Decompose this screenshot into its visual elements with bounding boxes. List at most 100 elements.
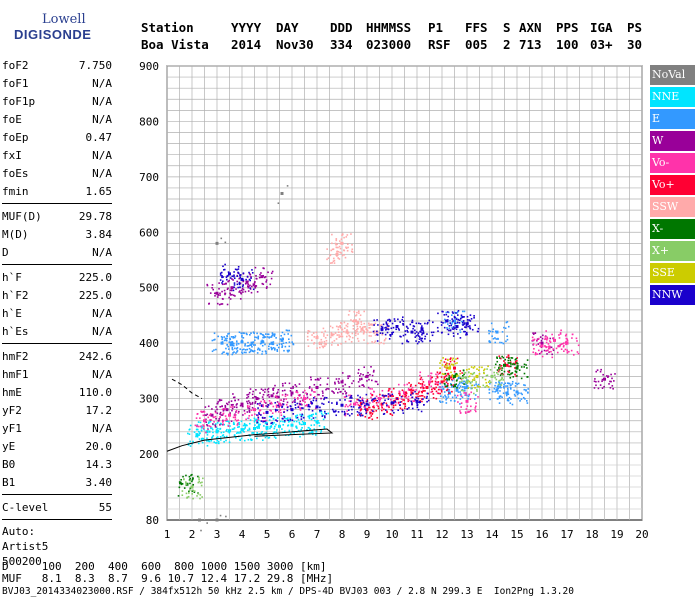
echo-dot-w [244,282,247,285]
echo-dot-nne [298,421,301,424]
echo-dot-x- [453,384,456,386]
echo-dot-ssw [340,333,343,336]
echo-dot-e [230,336,233,338]
echo-dot-vo- [222,412,225,415]
echo-dot-e [499,385,502,387]
echo-dot-nne [293,432,295,434]
echo-dot-nnw [459,317,462,320]
echo-dot-vo- [275,405,278,407]
echo-dot-vo- [224,408,226,410]
echo-dot-e [448,327,451,330]
echo-dot-ssw [339,240,341,242]
echo-dot-nne [273,422,275,424]
echo-dot-e [243,351,246,354]
param-separator [2,494,112,495]
echo-point-nne [240,428,244,432]
echo-dot-vo- [390,391,393,393]
echo-dot-e [498,397,501,399]
echo-dot-x- [202,477,204,480]
echo-dot-nnw [262,420,264,423]
echo-dot-w [313,383,316,386]
echo-dot-e [511,383,514,385]
echo-dot-ssw [371,341,373,343]
echo-dot-vo- [208,414,211,417]
echo-dot-ssw [336,250,339,253]
echo-dot-nnw [422,332,425,335]
echo-dot-e [243,332,245,335]
echo-dot-ssw [339,247,342,250]
echo-dot-vo- [559,333,562,335]
echo-dot-w [255,274,257,277]
echo-dot-nne [314,434,317,436]
echo-dot-w [363,366,366,369]
echo-dot-nnw [463,322,466,324]
echo-dot-vo- [460,395,463,397]
echo-dot-ssw [341,233,344,235]
echo-dot-sse [456,375,458,378]
echo-dot-w [243,409,246,412]
echo-point-x- [503,363,506,367]
echo-dot-e [461,310,464,313]
echo-dot-x- [192,477,194,479]
echo-dot-vo- [256,420,258,422]
param-value: N/A [92,325,112,338]
header-value-11: 30 [627,37,643,52]
echo-dot-nne [311,430,313,432]
echo-dot-vo- [566,349,568,351]
param-key: foF1 [2,77,29,90]
echo-dot-ssw [327,257,330,259]
echo-dot-nne [310,418,313,421]
echo-dot-e [233,351,235,353]
echo-dot-ssw [316,347,318,349]
echo-dot-e [503,326,505,329]
echo-dot-w [611,385,614,387]
echo-dot-e [267,333,270,336]
echo-dot-vo- [463,392,465,394]
echo-dot-vo- [386,405,388,408]
echo-dot-nnw [448,329,450,332]
echo-dot-x- [511,363,514,365]
echo-dot-vo- [531,339,534,342]
echo-dot-nne [237,426,239,428]
echo-dot-e [265,350,267,353]
echo-dot-nnw [267,404,270,406]
echo-dot-ssw [341,328,343,331]
echo-dot-w [543,349,546,352]
echo-dot-nne [297,418,300,421]
echo-dot-e [240,332,243,335]
echo-dot-nnw [343,410,346,413]
echo-dot-e [511,403,514,406]
echo-dot-w [277,395,280,398]
echo-dot-x- [196,495,198,497]
echo-dot-x- [472,372,475,375]
echo-dot-x- [504,358,507,361]
echo-dot-nnw [383,401,385,404]
echo-dot-e [450,399,452,402]
echo-dot-x- [473,371,476,374]
echo-dot-ssw [345,236,348,238]
echo-dot-x- [185,492,188,495]
echo-dot-nnw [414,390,416,393]
echo-dot-w [276,401,279,403]
echo-dot-vo- [515,362,517,365]
echo-dot-ssw [341,234,343,237]
echo-dot-nne [211,437,213,439]
echo-dot-nnw [402,324,405,326]
echo-dot-ssw [357,327,359,330]
echo-dot-e [517,382,520,385]
echo-dot-w [306,396,309,399]
echo-dot-nne [299,435,301,438]
echo-dot-ssw [341,322,343,325]
echo-dot-nnw [239,276,242,279]
echo-dot-ssw [347,331,350,334]
echo-dot-vo- [405,394,408,397]
echo-dot-vo- [398,391,401,393]
echo-dot-w [254,402,256,404]
echo-dot-nne [233,427,236,429]
echo-dot-nnw [341,410,343,413]
echo-dot-e [439,400,441,402]
echo-dot-vo- [419,371,422,374]
echo-dot-w [256,291,259,293]
echo-dot-nnw [392,401,395,404]
echo-dot-x- [516,361,518,364]
